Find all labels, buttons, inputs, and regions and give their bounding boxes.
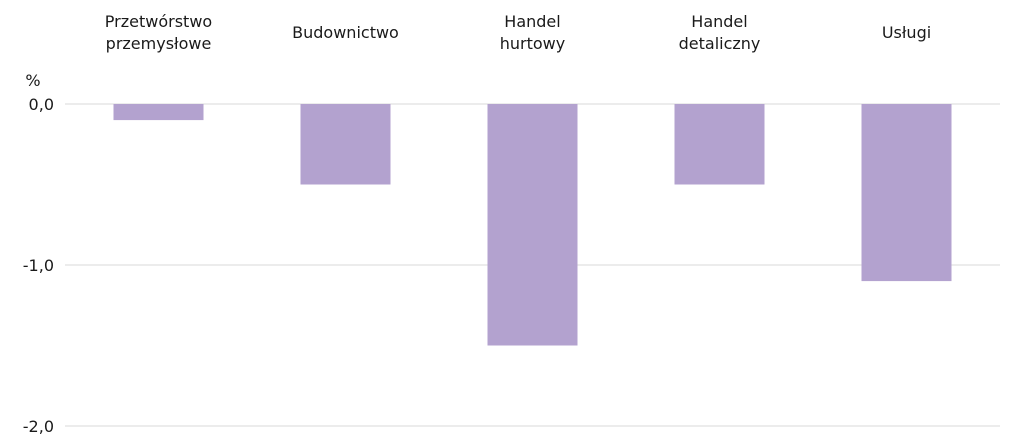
y-axis-ticks: 0,0 -1,0 -2,0 [23, 95, 54, 435]
category-label: Usługi [882, 23, 931, 42]
bar [487, 104, 578, 346]
y-axis-unit-label: % [25, 71, 40, 90]
y-tick-label: 0,0 [29, 95, 54, 114]
category-label: Budownictwo [292, 23, 399, 42]
bar [674, 104, 765, 185]
category-label: Przetwórstwo przemysłowe [105, 12, 212, 53]
bar [861, 104, 952, 282]
category-labels: Przetwórstwo przemysłowe Budownictwo Handel… [105, 12, 931, 53]
bar [300, 104, 391, 185]
y-tick-label: -1,0 [23, 256, 54, 275]
y-tick-label: -2,0 [23, 417, 54, 435]
category-label: Handel hurtowy [500, 12, 565, 53]
category-label: Handel detaliczny [679, 12, 761, 53]
bars [113, 104, 952, 346]
bar [113, 104, 204, 121]
